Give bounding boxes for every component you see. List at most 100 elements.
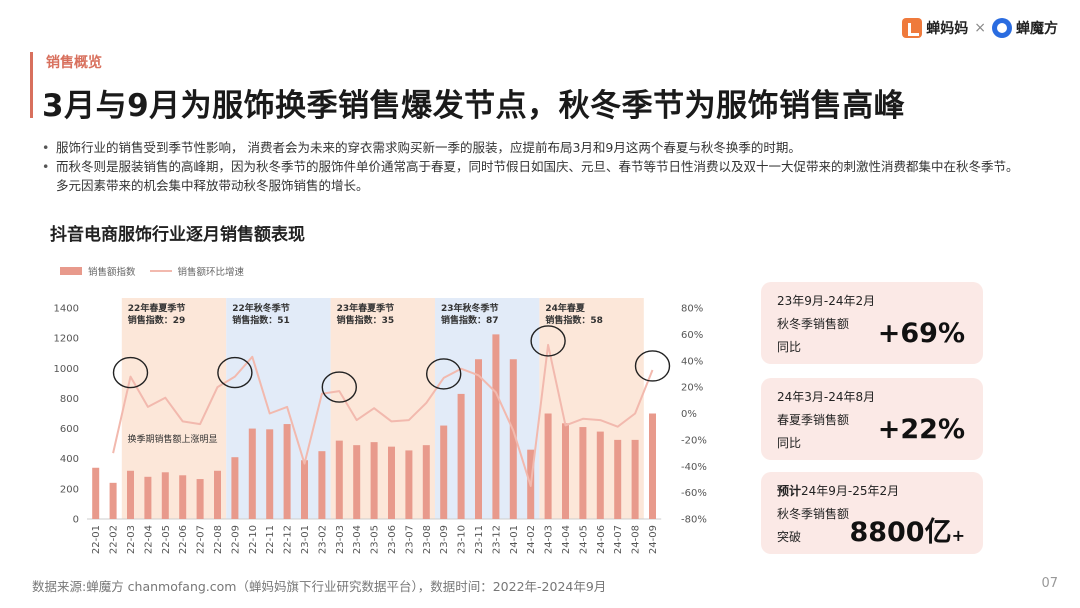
card-value-line: 8800亿+ xyxy=(849,510,965,549)
x-tick-23-04: 23-04 xyxy=(352,525,363,554)
x-tick-23-09: 23-09 xyxy=(439,525,450,554)
bar-24-08 xyxy=(631,439,639,519)
bar-23-07 xyxy=(405,450,413,519)
growth-rate-line xyxy=(112,343,654,487)
x-tick-22-03: 22-03 xyxy=(126,525,137,554)
x-tick-24-04: 24-04 xyxy=(561,525,572,554)
card-label: 春夏季销售额 xyxy=(777,413,850,427)
x-tick-22-11: 22-11 xyxy=(265,525,276,554)
chart-annotation: 换季期销售额上涨明显 xyxy=(128,433,218,445)
bar-22-11 xyxy=(266,429,274,519)
x-tick-22-01: 22-01 xyxy=(91,525,102,554)
stat-card-autumn-2023: 23年9月-24年2月 秋冬季销售额 同比 +69% xyxy=(761,282,983,364)
x-tick-23-06: 23-06 xyxy=(387,525,398,554)
y-left-tick-6: 200 xyxy=(60,484,79,495)
highlight-circle-1 xyxy=(217,356,253,389)
bar-23-01 xyxy=(301,460,308,519)
card-value: +69% xyxy=(877,318,965,349)
legend-bar-label: 销售额指数 xyxy=(88,267,136,278)
x-tick-23-05: 23-05 xyxy=(370,525,381,554)
bar-22-08 xyxy=(214,470,221,519)
x-tick-23-03: 23-03 xyxy=(335,525,346,554)
highlight-circle-3 xyxy=(426,358,462,390)
bar-22-03 xyxy=(127,470,134,519)
card-period: 24年9月-25年2月 xyxy=(801,484,900,498)
summary-bullets: 服饰行业的销售受到季节性影响， 消费者会为未来的穿衣需求购买新一季的服装，应提前… xyxy=(40,138,1030,195)
legend-line-swatch xyxy=(149,270,172,272)
season-index-0: 销售指数：29 xyxy=(128,314,186,326)
y-left-tick-2: 1000 xyxy=(54,364,79,375)
x-tick-23-07: 23-07 xyxy=(404,525,415,554)
bar-22-02 xyxy=(109,482,117,519)
bar-23-12 xyxy=(492,334,500,519)
card-value-suffix: + xyxy=(951,526,965,545)
chart-legend: 销售额指数 销售额环比增速 xyxy=(60,264,244,278)
bar-23-09 xyxy=(440,425,448,519)
x-tick-23-10: 23-10 xyxy=(457,525,468,554)
bar-22-07 xyxy=(196,479,204,519)
x-tick-22-12: 22-12 xyxy=(283,525,294,554)
season-index-2: 销售指数：35 xyxy=(337,314,395,326)
card-value: 8800亿 xyxy=(849,517,952,548)
x-tick-24-05: 24-05 xyxy=(578,525,589,554)
bar-24-07 xyxy=(614,439,622,519)
y-left-tick-3: 800 xyxy=(60,394,79,405)
y-right-tick-1: 60% xyxy=(681,330,703,341)
bar-22-06 xyxy=(179,475,187,519)
season-title-2: 23年春夏季节 xyxy=(337,302,395,314)
season-band-3 xyxy=(435,298,540,519)
y-right-tick-8: -80% xyxy=(681,515,707,526)
card-period-prefix: 预计 xyxy=(777,484,802,498)
card-period-line: 预计24年9月-25年2月 xyxy=(777,482,899,499)
legend-bar-swatch xyxy=(60,267,82,275)
y-left-tick-7: 0 xyxy=(73,515,79,526)
x-tick-23-01: 23-01 xyxy=(300,525,311,554)
page-title: 3月与9月为服饰换季销售爆发节点，秋冬季节为服饰销售高峰 xyxy=(42,88,906,124)
season-index-4: 销售指数：58 xyxy=(545,314,603,326)
x-tick-24-03: 24-03 xyxy=(544,525,555,554)
legend-line-label: 销售额环比增速 xyxy=(177,267,245,278)
x-tick-23-02: 23-02 xyxy=(317,525,328,554)
brand-b-name: 蝉魔方 xyxy=(1016,21,1058,37)
brand-logos: 蝉妈妈 × 蝉魔方 xyxy=(902,18,1058,38)
x-tick-23-08: 23-08 xyxy=(422,525,433,554)
x-tick-23-11: 23-11 xyxy=(474,525,485,554)
y-right-tick-6: -40% xyxy=(681,462,707,473)
bar-22-01 xyxy=(92,467,100,519)
x-tick-24-01: 24-01 xyxy=(509,525,520,554)
y-left-tick-1: 1200 xyxy=(54,334,79,345)
season-index-1: 销售指数：51 xyxy=(232,314,290,326)
x-tick-23-12: 23-12 xyxy=(491,525,502,554)
bar-24-05 xyxy=(579,427,587,519)
chart-title: 抖音电商服饰行业逐月销售额表现 xyxy=(50,225,305,245)
section-label: 销售概览 xyxy=(46,55,102,71)
season-band-4 xyxy=(539,298,644,519)
card-period: 23年9月-24年2月 xyxy=(777,294,876,308)
season-band-1 xyxy=(226,298,331,519)
season-title-4: 24年春夏 xyxy=(545,302,586,314)
x-tick-22-04: 22-04 xyxy=(143,525,154,554)
bar-22-05 xyxy=(161,472,169,519)
season-band-2 xyxy=(330,298,435,519)
bar-23-02 xyxy=(318,451,326,519)
bar-24-09 xyxy=(649,413,656,519)
season-title-0: 22年春夏季节 xyxy=(128,302,186,314)
page-number: 07 xyxy=(1041,576,1058,591)
logo-separator: × xyxy=(974,20,986,36)
x-tick-22-09: 22-09 xyxy=(230,525,241,554)
x-tick-24-06: 24-06 xyxy=(596,525,607,554)
y-right-tick-2: 40% xyxy=(681,356,703,367)
bar-24-01 xyxy=(509,359,517,519)
card-value: +22% xyxy=(877,414,965,445)
section-accent-bar xyxy=(30,52,33,118)
bar-23-05 xyxy=(370,442,378,519)
brand-a-name: 蝉妈妈 xyxy=(926,21,969,37)
x-tick-22-08: 22-08 xyxy=(213,525,224,554)
x-tick-22-02: 22-02 xyxy=(109,525,120,554)
highlight-circle-5 xyxy=(634,350,671,382)
y-right-tick-0: 80% xyxy=(681,304,703,315)
x-tick-24-07: 24-07 xyxy=(613,525,624,554)
y-right-tick-4: 0% xyxy=(681,409,697,420)
season-index-3: 销售指数：87 xyxy=(441,314,499,326)
